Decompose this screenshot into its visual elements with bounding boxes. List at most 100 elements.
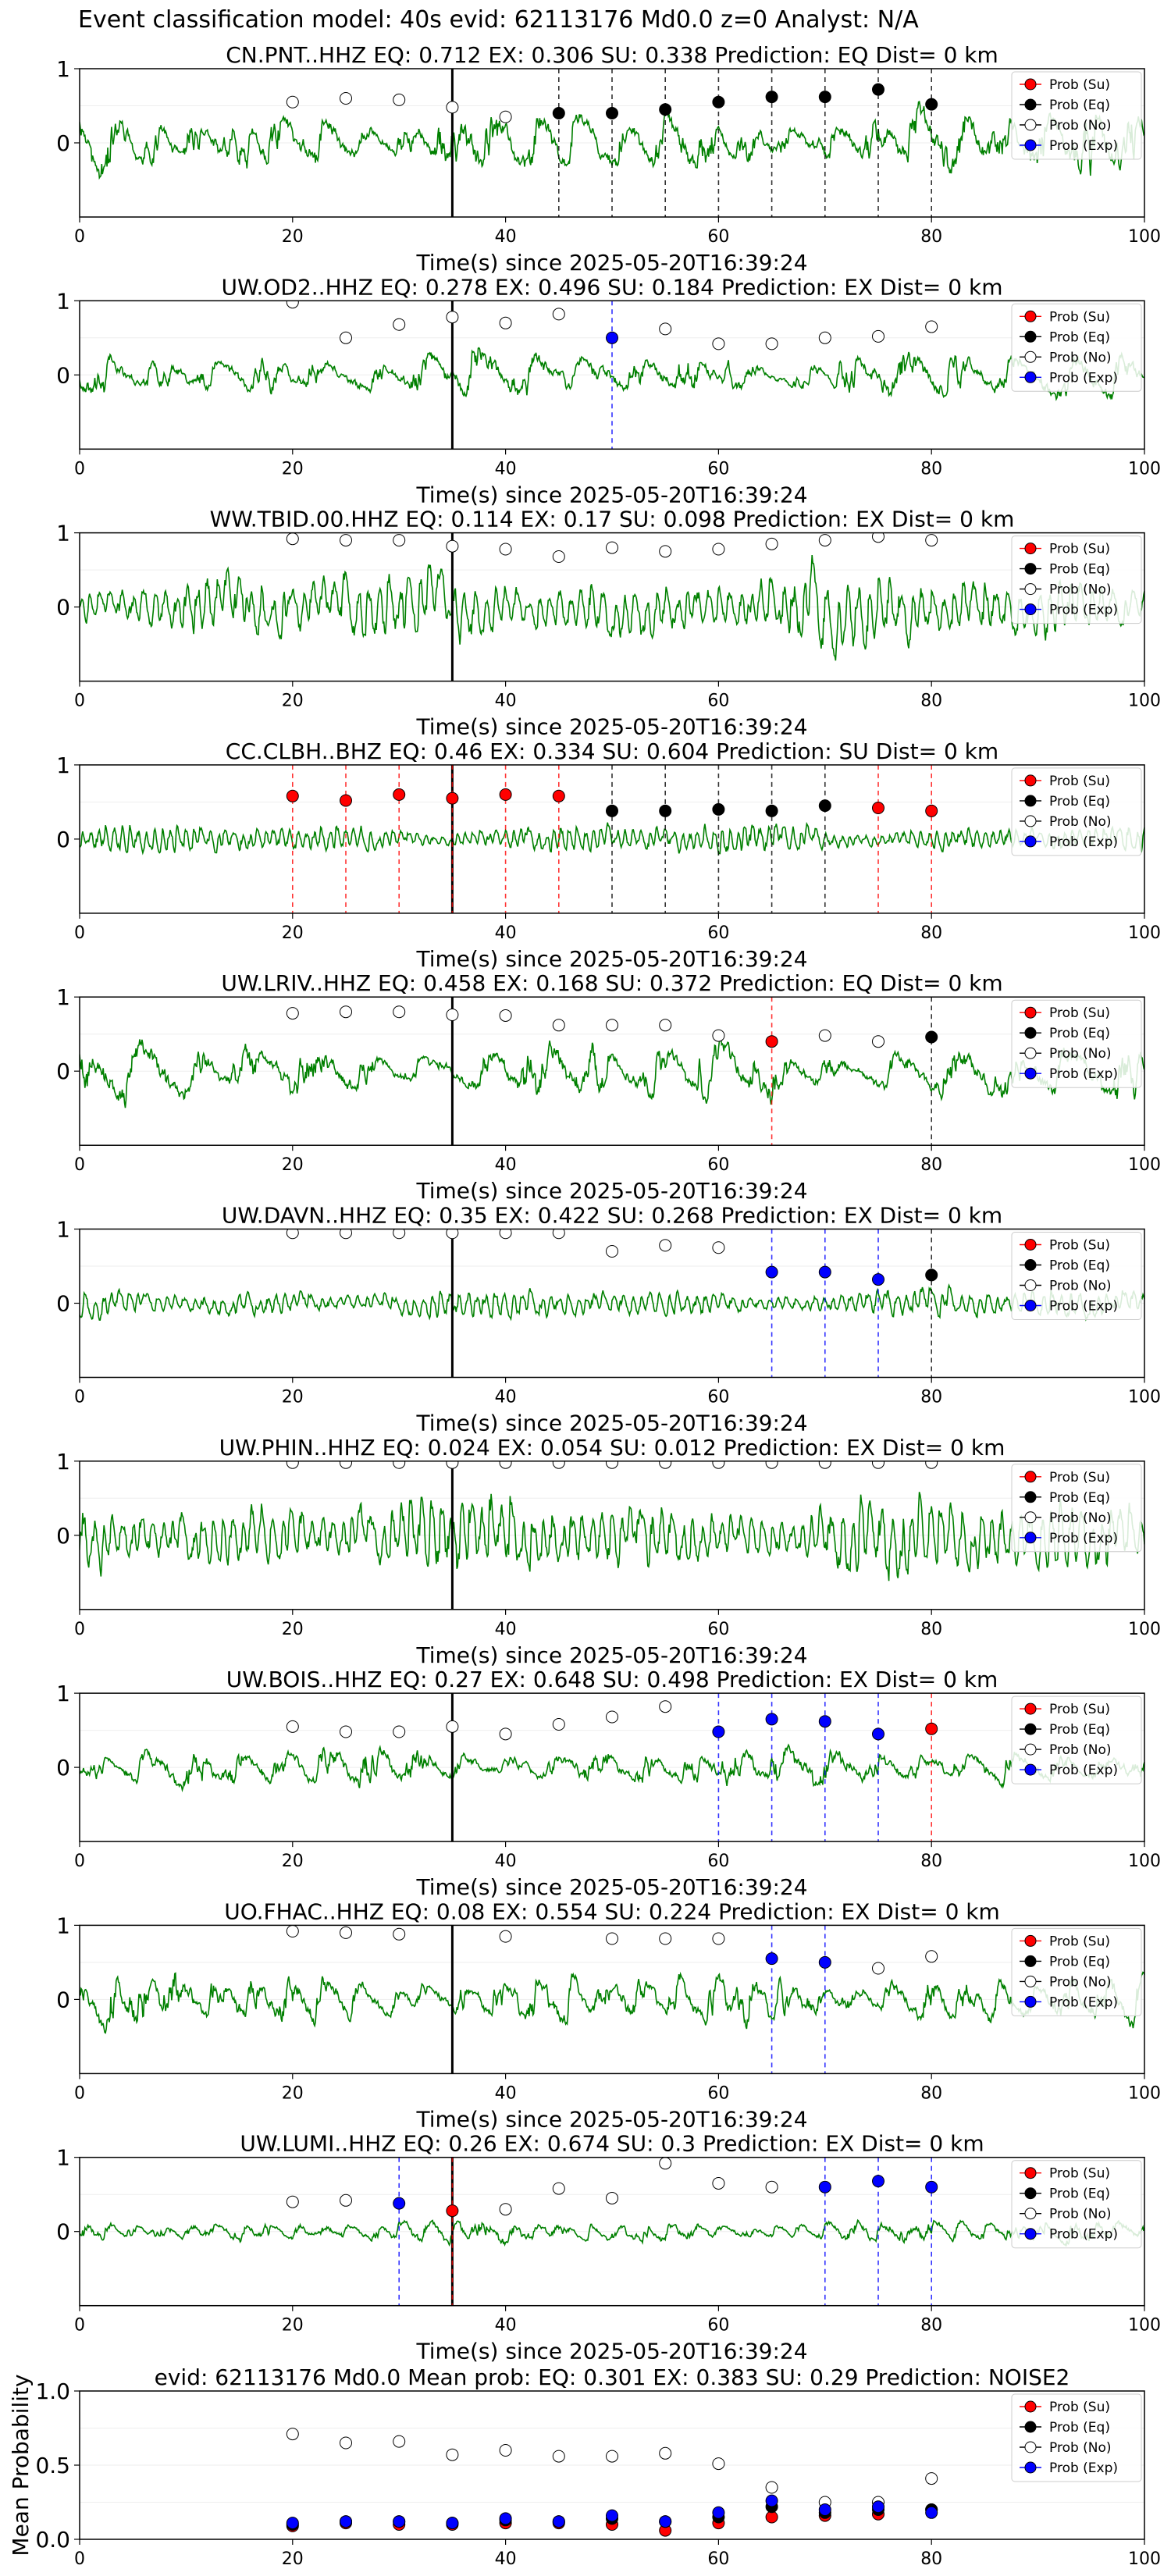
legend-box [1011,1695,1142,1784]
prob-marker-no [659,545,672,558]
mean-prob-point-exp [659,2515,672,2528]
prob-marker-su [340,794,352,807]
panel-6: UW.DAVN..HHZ EQ: 0.35 EX: 0.422 SU: 0.26… [56,1203,1161,1436]
legend-label: Prob (Su) [1049,1934,1110,1949]
legend-marker-exp [1024,1995,1037,2008]
legend-label: Prob (Eq) [1049,329,1110,345]
prob-marker-no [446,101,459,114]
prob-marker-no [659,2157,672,2170]
prob-marker-no [446,1720,459,1733]
legend-marker-su [1024,1006,1037,1019]
x-tick-label: 80 [920,227,942,247]
x-tick-label: 100 [1128,459,1161,479]
x-tick-label: 100 [1128,1388,1161,1407]
panel-title: UO.FHAC..HHZ EQ: 0.08 EX: 0.554 SU: 0.22… [224,1898,1000,1924]
mean-prob-point-exp [340,2515,352,2528]
panel-title: UW.BOIS..HHZ EQ: 0.27 EX: 0.648 SU: 0.49… [226,1667,998,1692]
x-axis-label: Time(s) since 2025-05-20T16:39:24 [415,1178,807,1204]
legend-box [1011,1232,1142,1320]
legend-label: Prob (Su) [1049,2400,1110,2415]
prob-marker-no [340,534,352,547]
legend-marker-exp [1024,603,1037,616]
legend-marker-eq [1024,330,1037,343]
legend-box [1011,2393,1142,2482]
x-tick-label: 100 [1128,1620,1161,1639]
x-tick-label: 80 [920,2316,942,2336]
prob-marker-su [765,1035,778,1048]
legend-marker-exp [1024,1067,1037,1080]
prob-marker-eq [712,95,725,109]
x-tick-label: 0 [74,2083,85,2103]
legend-label: Prob (Su) [1049,774,1110,789]
x-tick-label: 20 [282,923,304,943]
prob-marker-exp [765,1265,778,1279]
legend: Prob (Su) Prob (Eq) Prob (No) Prob (Exp) [1011,767,1142,856]
legend-marker-su [1024,1471,1037,1483]
x-tick-label: 100 [1128,2549,1161,2569]
mean-prob-point-no [925,2472,938,2485]
mean-prob-point-exp [286,2517,299,2530]
x-tick-label: 20 [282,692,304,711]
y-tick-label: 1 [56,984,70,1010]
x-axis-label: Time(s) since 2025-05-20T16:39:24 [415,1642,807,1668]
mean-prob-point-no [340,2436,352,2450]
prob-marker-no [552,1229,565,1240]
prob-marker-no [499,1229,512,1240]
legend-label: Prob (Eq) [1049,1722,1110,1738]
legend-marker-no [1024,1975,1037,1987]
x-tick-label: 20 [282,1388,304,1407]
prob-marker-no [499,1727,512,1741]
legend-marker-no [1024,2208,1037,2220]
mean-prob-point-exp [872,2500,884,2514]
x-tick-label: 100 [1128,1852,1161,1871]
legend-marker-no [1024,119,1037,131]
legend-marker-no [1024,1279,1037,1291]
prob-marker-eq [765,91,778,104]
prob-marker-no [340,92,352,105]
prob-marker-no [765,537,778,550]
panel-title: UW.PHIN..HHZ EQ: 0.024 EX: 0.054 SU: 0.0… [219,1435,1005,1461]
prob-marker-exp [712,1725,725,1738]
prob-marker-no [499,1930,512,1943]
prob-marker-su [446,2204,459,2218]
prob-marker-no [552,1461,565,1469]
legend-label: Prob (Su) [1049,2166,1110,2182]
legend-label: Prob (Exp) [1049,1994,1118,2010]
prob-marker-no [340,331,352,344]
x-axis-label: Time(s) since 2025-05-20T16:39:24 [415,2339,807,2364]
legend-label: Prob (Exp) [1049,603,1118,618]
x-tick-label: 80 [920,2083,942,2103]
y-tick-label: 1 [56,288,70,314]
prob-marker-eq [659,103,672,116]
legend-marker-su [1024,1703,1037,1715]
legend-marker-no [1024,1511,1037,1524]
prob-marker-no [712,1241,725,1254]
x-tick-label: 80 [920,2549,942,2569]
prob-marker-no [606,2191,618,2204]
x-tick-label: 60 [707,459,729,479]
legend-label: Prob (Su) [1049,1005,1110,1021]
waveform-trace [80,1971,1144,2034]
prob-marker-no [552,1718,565,1731]
x-tick-label: 20 [282,459,304,479]
mean-prob-point-exp [606,2509,618,2522]
legend-box [1011,303,1142,392]
prob-marker-eq [712,802,725,816]
prob-marker-no [499,316,512,329]
legend-label: Prob (Exp) [1049,138,1118,154]
prob-marker-no [872,532,884,543]
legend-box [1011,1464,1142,1553]
mean-prob-point-no [286,2428,299,2441]
mean-prob-point-su [765,2510,778,2524]
prob-marker-no [925,1461,938,1469]
legend-marker-eq [1024,98,1037,111]
x-axis-label: Time(s) since 2025-05-20T16:39:24 [415,1874,807,1900]
prob-marker-no [872,1035,884,1048]
x-tick-label: 40 [495,1388,517,1407]
legend-marker-su [1024,2167,1037,2179]
prob-marker-no [765,2180,778,2194]
waveform-trace [80,2218,1144,2247]
legend-label: Prob (Su) [1049,1238,1110,1254]
mean-prob-point-exp [925,2506,938,2519]
prob-marker-no [552,308,565,321]
